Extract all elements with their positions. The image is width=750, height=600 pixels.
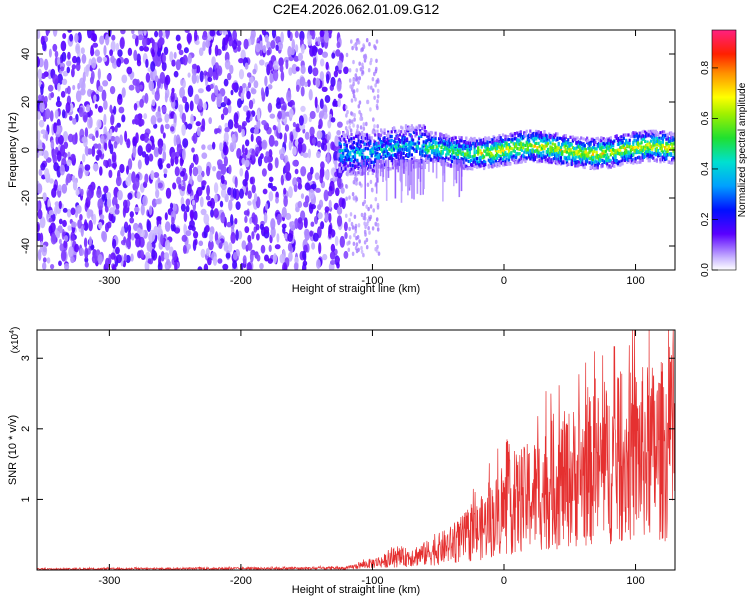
snr-y-multiplier: (x104) [9,327,21,354]
colorbar-gradient [711,29,737,271]
spectrogram-y-tick-label: 20 [20,96,32,108]
spectrogram-y-tick-label: -20 [20,190,32,206]
spectrogram-y-tick-label: 40 [20,48,32,60]
spectrogram-heatmap [37,30,675,270]
colorbar: 0.0 0.2 0.4 0.6 0.8 Normalized spectral ampl… [700,29,748,277]
colorbar-ticks: 0.0 0.2 0.4 0.6 0.8 [700,61,718,277]
snr-y-tick-label: 1 [20,496,32,502]
colorbar-tick-label: 0.4 [700,162,711,176]
snr-x-tick-label: 0 [501,575,507,587]
spectrogram-y-label: Frequency (Hz) [7,112,19,188]
colorbar-label: Normalized spectral amplitude [737,82,748,217]
spectrogram-x-tick-label: 0 [501,275,507,287]
snr-x-tick-label: -100 [361,575,383,587]
snr-x-tick-label: 100 [626,575,644,587]
snr-x-ticks: -300 -200 -100 0 100 [98,330,645,587]
snr-panel: -300 -200 -100 0 100 1 2 3 Height of straight … [7,327,676,596]
snr-y-label: SNR (10 * v/v) [7,415,19,485]
snr-y-ticks: 1 2 3 [20,355,675,502]
spectrogram-y-tick-label: -40 [20,238,32,254]
colorbar-tick-label: 0.8 [700,61,711,75]
spectrogram-x-label: Height of straight line (km) [292,283,420,295]
spectrogram-x-tick-label: -100 [361,275,383,287]
colorbar-tick-label: 0.2 [700,212,711,226]
spectrogram-y-ticks: -40 -20 0 20 40 [20,48,675,254]
colorbar-tick-label: 0.6 [700,111,711,125]
snr-series-line [37,330,675,570]
colorbar-tick-label: 0.0 [700,263,711,277]
snr-y-tick-label: 2 [20,426,32,432]
snr-frame [36,329,676,571]
spectrogram-x-tick-label: 100 [626,275,644,287]
figure-title: C2E4.2026.062.01.09.G12 [273,1,440,17]
spectrogram-x-tick-label: -300 [98,275,120,287]
snr-y-tick-label: 3 [20,355,32,361]
snr-x-tick-label: -300 [98,575,120,587]
snr-x-tick-label: -200 [230,575,252,587]
snr-x-label: Height of straight line (km) [292,584,420,596]
spectrogram-x-ticks: -300 -200 -100 0 100 [98,30,645,287]
spectrogram-x-tick-label: -200 [230,275,252,287]
spectrogram-y-tick-label: 0 [20,147,32,153]
